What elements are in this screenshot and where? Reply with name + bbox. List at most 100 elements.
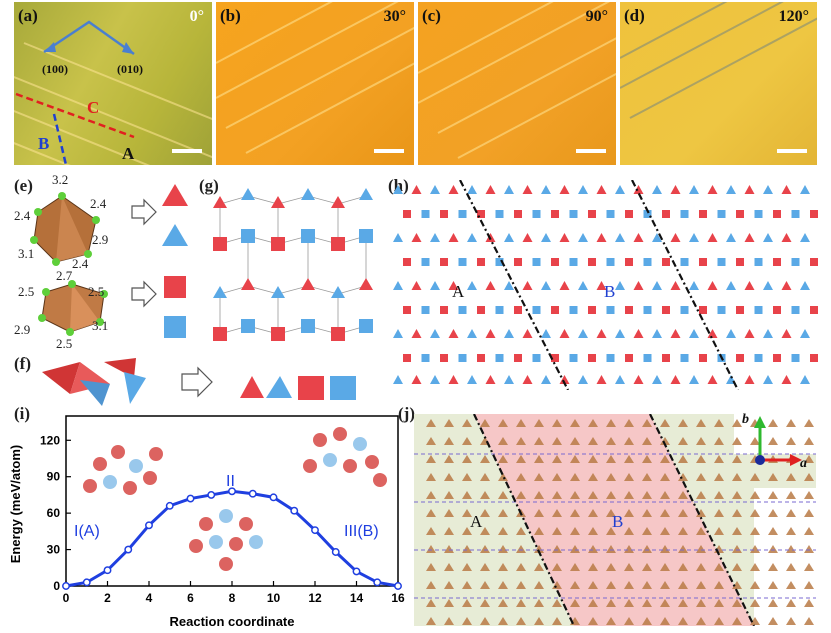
panel-label-e: (e) (14, 176, 33, 195)
tile-triangle (763, 233, 773, 242)
polyhedron (696, 545, 706, 553)
polyhedron (804, 473, 814, 481)
tile-triangle (596, 233, 607, 242)
symbol-legend (131, 184, 188, 338)
polyhedron (534, 455, 544, 463)
polyhedron (714, 473, 724, 481)
polyhedron (606, 437, 616, 445)
tile-triangle (800, 329, 810, 338)
polyhedron (570, 473, 580, 481)
polyhedron (624, 581, 634, 589)
tile-triangle (689, 281, 699, 290)
data-point (186, 494, 195, 503)
bond-bottom-4: 3.1 (92, 318, 109, 333)
polyhedron (570, 581, 580, 589)
x-axis-label: Reaction coordinate (170, 614, 295, 629)
tile-square (403, 210, 411, 218)
polyhedron (570, 599, 580, 607)
tile-square (569, 258, 578, 266)
tile-square (791, 210, 800, 218)
scale-bar-b (374, 149, 404, 153)
polyhedron (804, 563, 814, 571)
polyhedron (624, 527, 634, 535)
polyhedron (606, 509, 616, 517)
polyhedra-f (42, 358, 356, 406)
panel-label-h: (h) (388, 176, 409, 195)
direction-100: (100) (42, 62, 68, 76)
tile-triangle (522, 281, 533, 290)
boundary-line-1 (459, 180, 569, 390)
polyhedron (750, 437, 760, 445)
tile-square (569, 210, 578, 218)
tile-triangle (781, 329, 792, 338)
polyhedron (480, 473, 490, 481)
scale-bar-c (576, 149, 606, 153)
polyhedron (534, 599, 544, 607)
tile-square (532, 306, 541, 314)
tile-triangle (707, 375, 718, 384)
tiling-h-region-a: A (452, 282, 465, 301)
tile-triangle (504, 375, 514, 384)
polyhedron (606, 617, 616, 625)
polyhedron (624, 491, 634, 499)
tile-triangle (707, 329, 718, 338)
polyhedron (444, 599, 454, 607)
y-tick-label: 60 (47, 506, 61, 520)
tile-square (625, 258, 633, 266)
polyhedron (642, 581, 652, 589)
tile-triangle (744, 281, 755, 290)
tile-triangle (559, 281, 570, 290)
tile-square (606, 258, 615, 266)
tile-triangle (541, 281, 551, 290)
polyhedron (732, 599, 742, 607)
tile-triangle (393, 281, 403, 290)
micrograph-a: (a) 0° (100) (010) C B A (14, 2, 212, 165)
tile-triangle (633, 185, 644, 194)
polyhedron (678, 545, 688, 553)
tile-square (569, 306, 578, 314)
tile-triangle (467, 375, 477, 384)
bond-bottom-1: 2.5 (88, 284, 105, 299)
tile-triangle (744, 185, 755, 194)
tile-square (754, 306, 763, 314)
tile-triangle (633, 329, 644, 338)
tile-triangle (763, 281, 773, 290)
tile-square (403, 354, 411, 362)
polyhedron (786, 419, 796, 427)
micrograph-d: (d) 120° (620, 2, 817, 165)
tile-triangle (393, 233, 403, 242)
tile-square (606, 210, 615, 218)
polyhedron (552, 563, 562, 571)
tile-square (551, 306, 559, 314)
polyhedron (624, 455, 634, 463)
polyhedron (642, 437, 652, 445)
tile-triangle (596, 185, 607, 194)
tile-triangle (448, 233, 459, 242)
tile-triangle (559, 329, 570, 338)
polyhedron (462, 545, 472, 553)
tile-triangle (411, 185, 422, 194)
polyhedron (714, 599, 724, 607)
tile-square (736, 258, 744, 266)
tile-square (662, 210, 670, 218)
polyhedron (570, 491, 580, 499)
tile-triangle (485, 329, 496, 338)
polyhedron (624, 563, 634, 571)
x-tick-label: 0 (63, 591, 70, 605)
tile-square (754, 258, 763, 266)
polyhedron (660, 455, 670, 463)
polyhedron (534, 527, 544, 535)
polyhedron (462, 527, 472, 535)
polyhedron (516, 491, 526, 499)
polyhedron (426, 491, 436, 499)
tile-square (736, 306, 744, 314)
polyhedron (678, 527, 688, 535)
polyhedron (480, 581, 490, 589)
polyhedron (714, 581, 724, 589)
data-point (103, 566, 112, 575)
polyhedron (516, 563, 526, 571)
tile-square (421, 210, 430, 218)
tile-triangle (689, 233, 699, 242)
y-tick-label: 0 (53, 579, 60, 593)
polyhedron (624, 617, 634, 625)
